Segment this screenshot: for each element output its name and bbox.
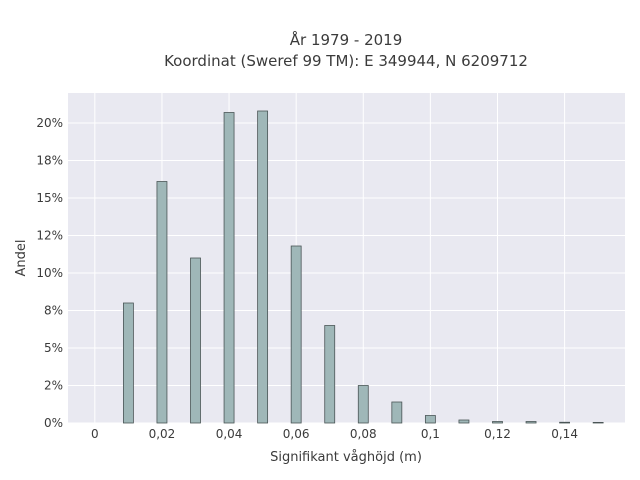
bar: [257, 110, 269, 424]
x-tick-labels: 0 0,02 0,04 0,06 0,08 0,1 0,12 0,14: [91, 427, 578, 441]
bars: [122, 110, 604, 424]
y-tick-label: 0%: [44, 416, 63, 430]
x-axis-label: Signifikant våghöjd (m): [270, 450, 422, 465]
y-axis-label: Andel: [14, 240, 29, 277]
y-tick-label: 20%: [36, 116, 63, 130]
chart-title: År 1979 - 2019: [290, 30, 403, 49]
bar: [324, 325, 336, 424]
y-tick-labels: 0% 2% 5% 8% 10% 12% 15% 18% 20%: [36, 116, 63, 430]
y-tick-label: 5%: [44, 341, 63, 355]
bar: [223, 112, 235, 424]
x-tick-label: 0: [91, 427, 99, 441]
bar: [391, 401, 403, 424]
bar: [458, 419, 470, 424]
bar: [424, 415, 436, 424]
x-tick-label: 0,06: [283, 427, 310, 441]
y-tick-label: 12%: [36, 229, 63, 243]
bar: [592, 421, 604, 424]
x-tick-label: 0,04: [216, 427, 243, 441]
bar: [492, 421, 503, 424]
y-tick-label: 8%: [44, 304, 63, 318]
x-tick-label: 0,08: [350, 427, 377, 441]
y-tick-label: 18%: [36, 154, 63, 168]
bar: [357, 385, 369, 424]
x-tick-label: 0,12: [484, 427, 511, 441]
x-tick-label: 0,1: [421, 427, 440, 441]
chart-subtitle: Koordinat (Sweref 99 TM): E 349944, N 62…: [164, 52, 528, 70]
bar: [190, 257, 201, 424]
bar: [290, 245, 302, 424]
y-tick-label: 2%: [44, 379, 63, 393]
bar: [525, 421, 537, 424]
y-tick-label: 10%: [36, 266, 63, 280]
bar: [122, 302, 134, 424]
plot-area: [68, 93, 625, 423]
x-tick-label: 0,02: [149, 427, 176, 441]
x-tick-label: 0,14: [551, 427, 578, 441]
bar: [156, 181, 168, 424]
y-tick-label: 15%: [36, 191, 63, 205]
bar: [559, 421, 571, 424]
